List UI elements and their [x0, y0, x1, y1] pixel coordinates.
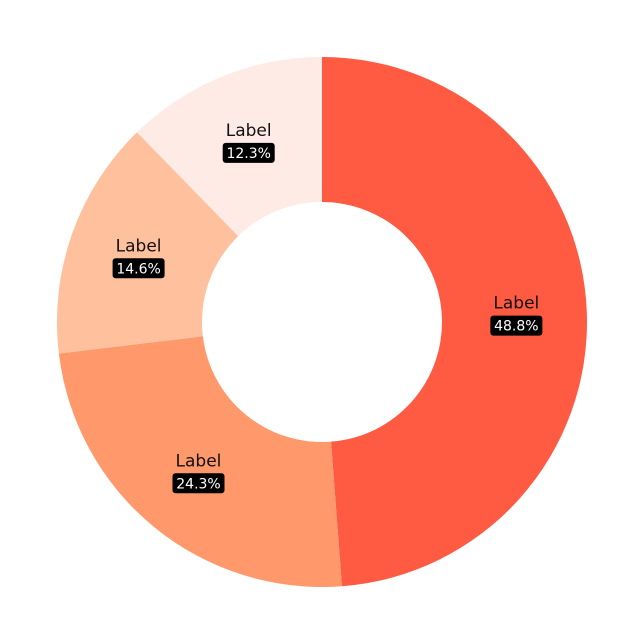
slice-label-3: Label	[116, 236, 162, 256]
slice-label-1: Label	[493, 294, 539, 314]
slice-percent-badge-1	[490, 315, 543, 336]
slice-percent-badge-2	[172, 473, 225, 494]
donut-labels: Label 48.8% Label 24.3% Label 14.6% Label 12.3%	[112, 121, 543, 494]
slice-percent-3: 14.6%	[116, 261, 160, 277]
slice-label-group-3: Label 14.6%	[112, 236, 165, 279]
slice-label-group-4: Label 12.3%	[222, 121, 275, 163]
slice-label-group-1: Label 48.8%	[490, 294, 543, 336]
slice-percent-badge-3	[112, 258, 165, 279]
slice-percent-badge-4	[222, 142, 275, 163]
donut-slice-1	[322, 57, 588, 587]
slice-label-2: Label	[176, 451, 222, 471]
slice-percent-2: 24.3%	[176, 476, 220, 492]
donut-slice-3	[56, 132, 239, 354]
slice-percent-1: 48.8%	[494, 319, 538, 335]
donut-slice-2	[58, 336, 342, 587]
slice-label-group-2: Label 24.3%	[172, 451, 225, 494]
donut-slices	[56, 57, 588, 587]
slice-label-4: Label	[226, 121, 272, 141]
slice-percent-4: 12.3%	[226, 146, 270, 162]
